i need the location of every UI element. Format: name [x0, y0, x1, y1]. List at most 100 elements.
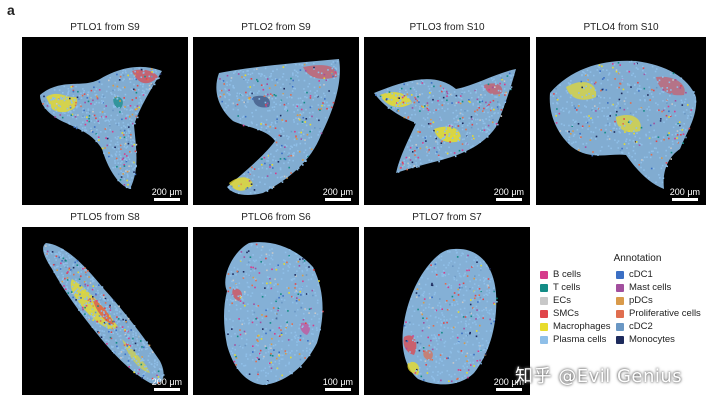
- panel-ptlo2: PTLO2 from S9 200 μm: [193, 22, 359, 205]
- scale-bar-label: 200 μm: [493, 377, 524, 387]
- legend-label: Macrophages: [553, 321, 611, 332]
- legend-title: Annotation: [613, 253, 662, 264]
- legend-label: Monocytes: [629, 334, 675, 345]
- scale-bar-line: [153, 388, 180, 391]
- legend-item: Plasma cells: [540, 333, 616, 346]
- panel-ptlo7: PTLO7 from S7 200 μm: [364, 212, 530, 395]
- tissue-map: [43, 243, 165, 384]
- scale-bar-label: 100 μm: [322, 377, 353, 387]
- cell-dots: [550, 60, 697, 184]
- panel-ptlo6: PTLO6 from S6 100 μm: [193, 212, 359, 395]
- legend-item: cDC2: [616, 320, 692, 333]
- scale-bar-line: [671, 198, 698, 201]
- annotation-legend: Annotation B cells T cells ECs SMCs Macr…: [540, 253, 715, 346]
- scale-bar-label: 200 μm: [322, 187, 353, 197]
- tissue-shape: [224, 242, 323, 385]
- tissue-shape: [216, 59, 340, 195]
- tissue-image: 200 μm: [364, 227, 530, 395]
- panel-ptlo3: PTLO3 from S10 200 μm: [364, 22, 530, 205]
- legend-item: pDCs: [616, 294, 692, 307]
- legend-label: cDC1: [629, 269, 653, 280]
- tissue-map: [224, 242, 324, 385]
- tissue-map: [374, 69, 516, 173]
- scale-bar: 100 μm: [323, 377, 353, 391]
- scale-bar-line: [153, 198, 180, 201]
- panel-ptlo5: PTLO5 from S8 200 μm: [22, 212, 188, 395]
- tissue-image: 100 μm: [193, 227, 359, 395]
- scale-bar-label: 200 μm: [151, 187, 182, 197]
- legend-item: SMCs: [540, 307, 616, 320]
- tissue-image: 200 μm: [364, 37, 530, 205]
- legend-item: Macrophages: [540, 320, 616, 333]
- legend-item: Proliferative cells: [616, 307, 701, 320]
- scale-bar-line: [495, 388, 522, 391]
- panel-ptlo1: PTLO1 from S9 200 μm: [22, 22, 188, 205]
- legend-swatch: [616, 296, 624, 305]
- legend-swatch: [616, 309, 624, 318]
- legend-label: B cells: [553, 269, 581, 280]
- scale-bar: 200 μm: [152, 187, 182, 201]
- legend-swatch: [616, 322, 624, 331]
- tissue-map: [216, 59, 340, 195]
- legend-column-1: B cells T cells ECs SMCs Macrophages Pla…: [540, 268, 616, 346]
- legend-item: B cells: [540, 268, 616, 281]
- scale-bar-label: 200 μm: [669, 187, 700, 197]
- panel-title: PTLO4 from S10: [583, 22, 659, 33]
- legend-label: ECs: [553, 295, 571, 306]
- panel-title: PTLO6 from S6: [241, 212, 311, 223]
- cell-dots: [375, 72, 515, 173]
- scale-bar: 200 μm: [494, 187, 524, 201]
- legend-label: Proliferative cells: [629, 308, 701, 319]
- legend-column-2: cDC1 Mast cells pDCs Proliferative cells…: [616, 268, 701, 346]
- legend-label: pDCs: [629, 295, 653, 306]
- legend-item: Mast cells: [616, 281, 692, 294]
- legend-label: T cells: [553, 282, 581, 293]
- legend-swatch: [540, 322, 548, 331]
- scale-bar-line: [324, 198, 351, 201]
- legend-item: ECs: [540, 294, 616, 307]
- legend-swatch: [616, 335, 624, 344]
- cell-dots: [43, 244, 165, 384]
- panel-title: PTLO2 from S9: [241, 22, 311, 33]
- panel-title: PTLO1 from S9: [70, 22, 140, 33]
- legend-item: cDC1: [616, 268, 692, 281]
- legend-label: cDC2: [629, 321, 653, 332]
- figure-label: a: [7, 2, 15, 18]
- scale-bar-line: [324, 388, 351, 391]
- panel-title: PTLO7 from S7: [412, 212, 482, 223]
- scale-bar-label: 200 μm: [493, 187, 524, 197]
- scale-bar: 200 μm: [323, 187, 353, 201]
- cell-dots: [217, 60, 340, 195]
- cell-dots: [225, 242, 324, 385]
- scale-bar: 200 μm: [494, 377, 524, 391]
- legend-swatch: [540, 270, 548, 279]
- scale-bar-line: [495, 198, 522, 201]
- legend-label: Mast cells: [629, 282, 672, 293]
- panel-title: PTLO5 from S8: [70, 212, 140, 223]
- legend-label: Plasma cells: [553, 334, 607, 345]
- legend-swatch: [540, 335, 548, 344]
- panel-ptlo4: PTLO4 from S10 200 μm: [536, 22, 706, 205]
- watermark: 知乎 @Evil Genius: [515, 366, 683, 387]
- cell-dots: [403, 249, 498, 383]
- legend-swatch: [616, 283, 624, 292]
- scale-bar-label: 200 μm: [151, 377, 182, 387]
- tissue-map: [402, 248, 498, 385]
- legend-label: SMCs: [553, 308, 579, 319]
- tissue-map: [40, 66, 162, 189]
- legend-item: T cells: [540, 281, 616, 294]
- legend-swatch: [540, 283, 548, 292]
- tissue-image: 200 μm: [22, 227, 188, 395]
- tissue-image: 200 μm: [536, 37, 706, 205]
- tissue-map: [549, 60, 697, 190]
- cell-dots: [42, 67, 162, 189]
- legend-swatch: [616, 270, 624, 279]
- panel-title: PTLO3 from S10: [409, 22, 485, 33]
- scale-bar: 200 μm: [152, 377, 182, 391]
- tissue-image: 200 μm: [22, 37, 188, 205]
- legend-swatch: [540, 296, 548, 305]
- legend-item: Monocytes: [616, 333, 692, 346]
- tissue-image: 200 μm: [193, 37, 359, 205]
- scale-bar: 200 μm: [670, 187, 700, 201]
- legend-swatch: [540, 309, 548, 318]
